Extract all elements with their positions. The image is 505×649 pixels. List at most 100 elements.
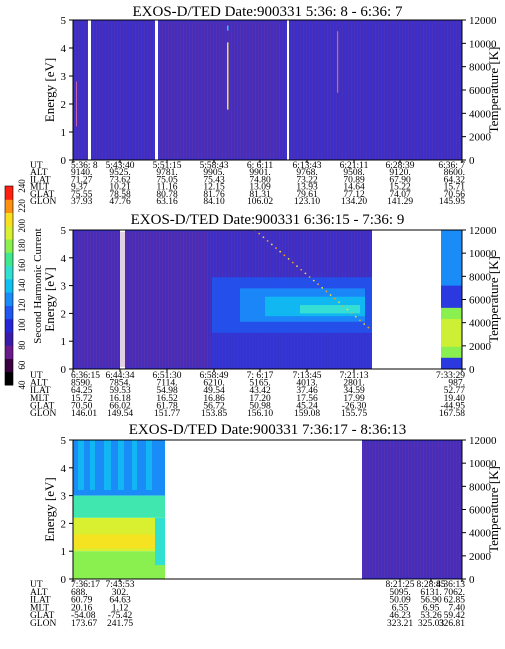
colorbar-tick-label: 40 [17, 380, 27, 390]
ephemeris-value: 59.42 [444, 611, 466, 621]
ephemeris-value: 325.03 [418, 619, 444, 629]
panel-1: EXOS-D/TED Date:900331 5:36: 8 - 6:36: 7… [30, 4, 501, 207]
ephemeris-value: 6:28:39 [385, 161, 414, 171]
ephemeris-value: 47.76 [109, 197, 131, 207]
y-tick-label: 1 [61, 127, 67, 139]
ephemeris-value: 7:33:29 [436, 371, 465, 381]
y2-tick-label: 10000 [469, 38, 497, 50]
heatmap-cell [227, 25, 229, 31]
trace-dot [350, 312, 353, 315]
trace-dot [279, 250, 282, 253]
ephemeris-value: 77.12 [343, 190, 365, 200]
y2-tick-label: 6000 [469, 505, 492, 517]
y-tick-label: 5 [61, 225, 67, 237]
y-tick-label: 4 [61, 463, 67, 475]
colorbar-tick-label: 200 [17, 219, 27, 233]
ephemeris-value: 81.31 [249, 190, 271, 200]
ephemeris-value: 50.09 [389, 596, 411, 606]
ephemeris-value: 6:21:11 [340, 161, 369, 171]
ephemeris-row-label: ALT [30, 588, 48, 598]
y-axis-label: Energy [eV] [42, 477, 57, 541]
ephemeris-value: 64.25 [71, 386, 93, 396]
ephemeris-value: 4013. [296, 379, 317, 389]
y2-tick-label: 2000 [469, 132, 492, 144]
ephemeris-value: -54.08 [71, 611, 96, 621]
heatmap-cell [160, 22, 280, 158]
ephemeris-value: 7062. [444, 588, 465, 598]
colorbar-tick-label: 80 [17, 340, 27, 350]
trace-dot [321, 286, 324, 289]
trace-dot [342, 304, 345, 307]
ephemeris-value: 59.53 [109, 386, 131, 396]
ephemeris-value: 79.61 [296, 190, 318, 200]
ephemeris-value: 6:58:49 [199, 371, 228, 381]
ephemeris-value: 6: 6:11 [247, 161, 274, 171]
ephemeris-value: 11.16 [156, 183, 177, 193]
ephemeris-value: 5:36: 8 [71, 161, 98, 171]
y2-tick-label: 10000 [469, 458, 497, 470]
colorbar-segment [5, 265, 13, 280]
ephemeris-value: 6:51:30 [152, 371, 181, 381]
heatmap-cell [90, 440, 95, 491]
ephemeris-value: 7:21:13 [339, 371, 368, 381]
trace-dot [275, 247, 277, 249]
ephemeris-value: 70.50 [71, 401, 93, 411]
colorbar-tick-label: 120 [17, 298, 27, 312]
y-tick-label: 4 [61, 43, 67, 55]
ephemeris-value: 13.09 [249, 183, 271, 193]
ephemeris-value: 14.64 [343, 183, 365, 193]
ephemeris-value: 1.12 [112, 603, 129, 613]
ephemeris-row-label: ILAT [30, 175, 51, 185]
ephemeris-value: 13.93 [296, 183, 318, 193]
colorbar-segment [5, 212, 13, 227]
ephemeris-value: 71.27 [71, 175, 93, 185]
colorbar-segment [5, 305, 13, 320]
spectrogram [73, 229, 462, 369]
ephemeris-value: 74.80 [249, 175, 271, 185]
ephemeris-value: 134.20 [341, 197, 367, 207]
ephemeris-value: 7.40 [448, 603, 465, 613]
ephemeris-value: 73.62 [109, 175, 131, 185]
y2-tick-label: 0 [469, 155, 475, 167]
colorbar-segment [5, 331, 13, 346]
ephemeris-value: 8600. [444, 168, 465, 178]
ephemeris-value: 17.99 [343, 394, 365, 404]
ephemeris-value: 5095. [389, 588, 410, 598]
colorbar-segment [5, 252, 13, 267]
y-tick-label: 4 [61, 253, 67, 265]
ephemeris-value: 9140. [71, 168, 92, 178]
ephemeris-value: 153.85 [201, 409, 227, 419]
ephemeris-value: 6:36:15 [71, 371, 100, 381]
ephemeris-value: 75.43 [203, 175, 225, 185]
trace-dot [291, 261, 294, 264]
ephemeris-value: 6.95 [423, 603, 440, 613]
ephemeris-value: 16.86 [203, 394, 225, 404]
ephemeris-value: 5:43:40 [105, 161, 134, 171]
heatmap-cell [441, 230, 462, 286]
ephemeris-row-label: UT [30, 580, 43, 590]
y2-axis-label: Temperature [K] [486, 47, 501, 134]
heatmap-cell [88, 20, 91, 160]
ephemeris-value: 63.16 [156, 197, 178, 207]
ephemeris-value: 5165. [249, 379, 270, 389]
heatmap-cell [146, 440, 152, 491]
colorbar-segment [5, 278, 13, 293]
y-tick-label: 2 [61, 99, 67, 111]
y2-tick-label: 4000 [469, 318, 492, 330]
ephemeris-row-label: ILAT [30, 596, 51, 606]
ephemeris-value: 9508. [343, 168, 364, 178]
ephemeris-row-label: MLT [30, 603, 49, 613]
colorbar-tick-label: 60 [17, 360, 27, 370]
heatmap-cell [78, 232, 208, 367]
ephemeris-value: 155.75 [341, 409, 367, 419]
ephemeris-row-label: GLON [30, 619, 57, 629]
ephemeris-row-label: ILAT [30, 386, 51, 396]
y2-axis-label: Temperature [K] [486, 466, 501, 553]
spectrogram [73, 440, 462, 579]
ephemeris-value: 52.77 [444, 386, 466, 396]
heatmap-cell [300, 305, 360, 314]
y2-tick-label: 0 [469, 364, 475, 376]
ephemeris-value: 7854. [109, 379, 130, 389]
ephemeris-row-label: GLAT [30, 401, 54, 411]
